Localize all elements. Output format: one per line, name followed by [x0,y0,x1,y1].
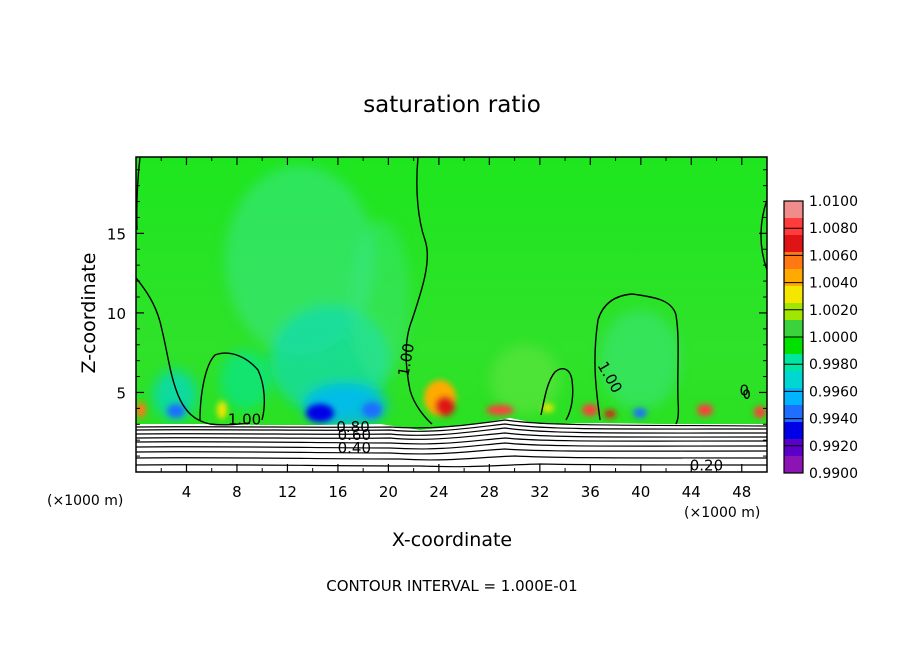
colorbar-segment [784,201,803,219]
colorbar-segment [784,337,803,355]
contour-label: 0 [740,382,750,400]
colorbar-segment [784,269,803,287]
colorbar-segment [784,456,803,474]
colorbar-segment [784,286,803,304]
contour-label: 0.60 [338,426,371,444]
colorbar-label: 0.9940 [809,412,858,428]
plot-frame [135,156,768,473]
colorbar-segment [784,405,803,423]
contour-label: 0.80 [336,418,369,436]
x-tick-label: 44 [682,483,701,501]
contour-label: 1.00 [394,342,418,378]
x-axis-label: X-coordinate [392,529,512,551]
x-tick-label: 28 [480,483,499,501]
colorbar-label: 0.9980 [809,357,858,373]
heatmap-field [136,157,767,472]
x-tick-label: 12 [278,483,297,501]
chart-title: saturation ratio [363,92,541,118]
colorbar-segment [784,320,803,338]
colorbar-segment [784,388,803,406]
contour-label: 1.00 [228,410,261,428]
x-tick-label: 16 [328,483,347,501]
contour-interval-note: CONTOUR INTERVAL = 1.000E-01 [326,577,577,595]
y-tick-label: 10 [107,305,126,323]
y-tick-label: 5 [116,384,126,402]
x-tick-label: 36 [581,483,600,501]
y-axis-label: Z-coordinate [78,253,100,374]
x-tick-label: 4 [182,483,192,501]
colorbar-label: 1.0040 [809,276,858,292]
colorbar-segment [784,354,803,372]
colorbar-label: 1.0060 [809,248,858,264]
colorbar-label: 1.0000 [809,330,858,346]
contour-label: 0.20 [690,456,723,474]
x-tick-label: 48 [732,483,751,501]
x-tick-label: 40 [631,483,650,501]
colorbar-label: 1.0100 [809,194,858,210]
x-unit-left: (×1000 m) [47,493,123,509]
colorbar-segment [784,252,803,270]
contour-label: 0.40 [338,439,371,457]
colorbar: 1.0100 1.0080 1.0060 1.0040 1.0020 1.0000 0.99… [783,194,858,482]
colorbar-label: 1.0020 [809,303,858,319]
colorbar-label: 1.0080 [809,221,858,237]
x-tick-label: 8 [232,483,242,501]
x-tick-label: 32 [530,483,549,501]
colorbar-label: 0.9920 [809,439,858,455]
y-axis-ticks: 5 10 15 [107,169,767,457]
x-axis-ticks: 4 8 12 16 20 24 28 32 36 40 44 48 [160,157,751,501]
colorbar-label: 0.9960 [809,384,858,400]
colorbar-segment [784,303,803,321]
x-unit-right: (×1000 m) [684,505,760,521]
colorbar-label: 0.9900 [809,466,858,482]
colorbar-segment [784,422,803,440]
x-tick-label: 20 [379,483,398,501]
x-tick-label: 24 [429,483,448,501]
colorbar-segment [784,439,803,457]
colorbar-segment [784,371,803,389]
colorbar-segment [784,235,803,253]
colorbar-segment [784,218,803,236]
y-tick-label: 15 [107,225,126,243]
